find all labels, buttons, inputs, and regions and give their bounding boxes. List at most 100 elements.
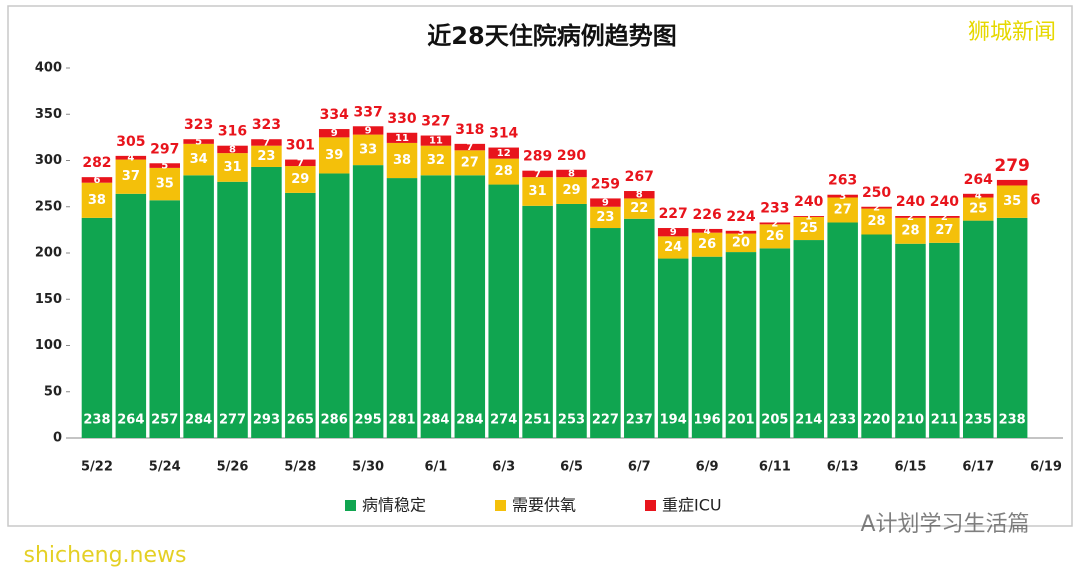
bar-segment — [827, 197, 858, 223]
data-label: 12 — [497, 148, 511, 159]
watermark: 狮城新闻 — [968, 20, 1056, 45]
data-label: 214 — [795, 413, 822, 428]
bar-segment — [352, 165, 384, 438]
bar-segment — [725, 230, 757, 234]
total-label: 301 — [286, 138, 315, 154]
watermark: A计划学习生活篇 — [860, 512, 1029, 537]
bar-segment — [251, 139, 282, 146]
total-label: 337 — [354, 104, 383, 120]
total-label: 240 — [930, 194, 959, 210]
data-label: 264 — [117, 413, 144, 428]
data-label: 28 — [495, 164, 513, 179]
bar-segment — [691, 256, 723, 438]
bar-segment — [895, 216, 926, 218]
bar-segment — [251, 145, 282, 167]
bar-segment — [420, 145, 452, 176]
bar-segment — [861, 208, 892, 235]
data-label: 7 — [263, 137, 270, 148]
data-label: 28 — [901, 223, 919, 238]
bar-segment — [81, 217, 113, 438]
bar-segment — [624, 191, 655, 199]
data-label: 251 — [524, 413, 551, 428]
data-label: 233 — [829, 413, 856, 428]
y-tick-label: 200 — [35, 246, 62, 261]
data-label: 29 — [562, 183, 580, 198]
data-label: 3 — [839, 191, 846, 202]
y-tick-label: 150 — [35, 292, 62, 307]
total-label: 264 — [964, 172, 993, 188]
x-tick-label: 5/22 — [81, 460, 113, 475]
total-label: 318 — [455, 122, 484, 138]
data-label: 24 — [664, 240, 682, 255]
data-label: 27 — [461, 155, 479, 170]
bar-segment — [793, 240, 825, 438]
data-label: 8 — [568, 168, 575, 179]
bar-segment — [454, 150, 486, 176]
data-label: 2 — [907, 212, 914, 223]
bar-segment — [657, 236, 689, 259]
bar-segment — [285, 166, 316, 193]
bar-segment — [996, 179, 1028, 186]
bar-segment — [115, 155, 147, 160]
data-label: 284 — [185, 413, 212, 428]
bar-segment — [115, 159, 147, 194]
bar-segment — [963, 197, 994, 221]
data-label: 2 — [941, 212, 948, 223]
x-tick-label: 5/24 — [149, 460, 181, 475]
bar-segment — [420, 175, 452, 439]
data-label: 286 — [321, 413, 348, 428]
bar-segment — [115, 193, 147, 438]
data-label: 238 — [999, 413, 1026, 428]
bar-segment — [725, 233, 757, 253]
data-label: 201 — [727, 413, 754, 428]
data-label: 295 — [355, 413, 382, 428]
data-label: 25 — [800, 221, 818, 236]
data-label: 37 — [122, 169, 140, 184]
data-label: 238 — [83, 413, 110, 428]
data-label: 265 — [287, 413, 314, 428]
data-label: 3 — [737, 227, 744, 238]
data-label: 235 — [965, 413, 992, 428]
bar-segment — [352, 134, 384, 166]
data-label: 7 — [297, 158, 304, 169]
bar-segment — [81, 177, 113, 183]
x-tick-label: 6/3 — [492, 460, 515, 475]
bar-segment — [488, 184, 519, 438]
total-label: 323 — [184, 117, 213, 133]
data-label: 284 — [456, 413, 483, 428]
total-label: 323 — [252, 117, 281, 133]
bar-segment — [963, 220, 994, 438]
data-label: 284 — [422, 413, 449, 428]
data-label: 11 — [429, 136, 443, 147]
bar-segment — [657, 258, 689, 438]
data-label: 33 — [359, 142, 377, 157]
data-label: 25 — [969, 202, 987, 217]
total-label: 240 — [896, 194, 925, 210]
x-tick-label: 6/11 — [759, 460, 791, 475]
watermark: shicheng.news — [24, 543, 187, 568]
total-label: 279 — [994, 156, 1030, 176]
data-label: 31 — [223, 160, 241, 175]
data-label: 196 — [694, 413, 721, 428]
total-label: 224 — [726, 209, 755, 225]
bar-segment — [895, 217, 926, 244]
bar-segment — [929, 217, 960, 243]
bar-segment — [963, 193, 994, 198]
total-label: 250 — [862, 185, 891, 201]
bar-segment — [827, 222, 858, 438]
bar-segment — [556, 169, 587, 178]
data-label: 2 — [771, 218, 778, 229]
x-tick-label: 6/1 — [424, 460, 447, 475]
total-label: 289 — [523, 149, 552, 165]
data-label: 6 — [1030, 190, 1040, 208]
bar-segment — [725, 252, 757, 438]
data-label: 35 — [156, 177, 174, 192]
y-tick-label: 50 — [44, 384, 62, 399]
data-label: 7 — [466, 142, 473, 153]
bar-segment — [386, 142, 418, 179]
bar-segment — [318, 173, 350, 438]
bar-segment — [590, 198, 621, 207]
bar-segment — [454, 143, 486, 151]
